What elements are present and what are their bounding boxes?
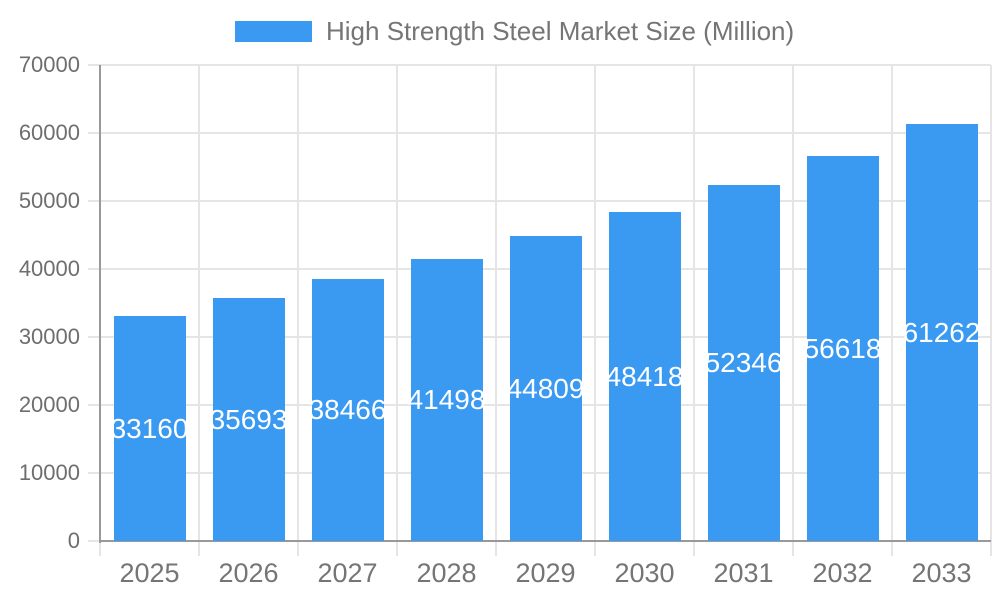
bar-value-label: 38466 [308, 394, 387, 425]
x-axis-tick [297, 541, 299, 556]
x-axis-tick [198, 541, 200, 556]
vertical-gridline [792, 65, 794, 541]
bar[interactable] [212, 298, 285, 541]
bar[interactable] [905, 124, 978, 541]
y-axis-tick [88, 404, 100, 406]
y-axis-tick-label: 10000 [18, 460, 80, 485]
bar-value-label: 52346 [704, 347, 783, 378]
legend-label: High Strength Steel Market Size (Million… [326, 16, 795, 46]
x-axis-tick-label: 2032 [812, 558, 873, 588]
vertical-gridline [495, 65, 497, 541]
y-axis-tick-label: 30000 [18, 324, 80, 349]
bar[interactable] [113, 316, 186, 541]
y-axis-tick-label: 70000 [18, 52, 80, 77]
bar[interactable] [311, 279, 384, 541]
bar[interactable] [707, 185, 780, 541]
y-axis-tick [88, 268, 100, 270]
y-axis-tick-label: 60000 [18, 120, 80, 145]
x-axis-tick [990, 541, 992, 556]
x-axis-tick [693, 541, 695, 556]
x-axis-tick-label: 2026 [218, 558, 279, 588]
legend-item[interactable]: High Strength Steel Market Size (Million… [235, 16, 794, 46]
horizontal-gridline [100, 132, 991, 134]
bar-value-label: 56618 [803, 332, 882, 364]
bar-value-label: 61262 [902, 316, 981, 348]
bar-value-label: 48418 [605, 360, 684, 392]
x-axis-tick-label: 2025 [119, 558, 180, 588]
x-axis-tick [495, 541, 497, 556]
bar[interactable] [608, 212, 681, 541]
x-axis-tick-label: 2029 [515, 558, 576, 588]
bar-value-label: 35693 [209, 403, 288, 435]
y-axis-tick-label: 40000 [18, 256, 80, 281]
bar-value-label: 41498 [407, 384, 486, 415]
y-axis-tick-label: 0 [67, 528, 80, 553]
vertical-gridline [594, 65, 596, 541]
vertical-gridline [396, 65, 398, 541]
y-axis-tick [88, 336, 100, 338]
y-axis-tick-label: 50000 [18, 188, 80, 213]
x-axis-tick [594, 541, 596, 556]
x-axis-tick-label: 2028 [416, 558, 477, 588]
x-axis-tick-label: 2027 [317, 558, 378, 588]
x-axis-tick [792, 541, 794, 556]
bar-value-label: 44809 [506, 372, 585, 404]
vertical-gridline [693, 65, 695, 541]
bar[interactable] [806, 156, 879, 541]
vertical-gridline [891, 65, 893, 541]
y-axis-tick [88, 132, 100, 134]
x-axis-tick [99, 541, 101, 556]
y-axis-tick [88, 472, 100, 474]
bar-value-label: 33160 [110, 412, 189, 444]
x-axis-tick [891, 541, 893, 556]
y-axis-line [99, 65, 101, 543]
y-axis-tick [88, 540, 100, 542]
vertical-gridline [990, 65, 992, 541]
bar[interactable] [509, 236, 582, 541]
bar[interactable] [410, 259, 483, 541]
x-axis-tick-label: 2031 [713, 558, 774, 588]
y-axis-tick [88, 64, 100, 66]
horizontal-gridline [100, 64, 991, 66]
x-axis-line [100, 540, 991, 542]
vertical-gridline [198, 65, 200, 541]
x-axis-tick [396, 541, 398, 556]
y-axis-tick [88, 200, 100, 202]
horizontal-gridline [100, 200, 991, 202]
y-axis-tick-label: 20000 [18, 392, 80, 417]
x-axis-tick-label: 2030 [614, 558, 675, 588]
vertical-gridline [297, 65, 299, 541]
legend-swatch [235, 20, 312, 42]
x-axis-tick-label: 2033 [911, 558, 972, 588]
